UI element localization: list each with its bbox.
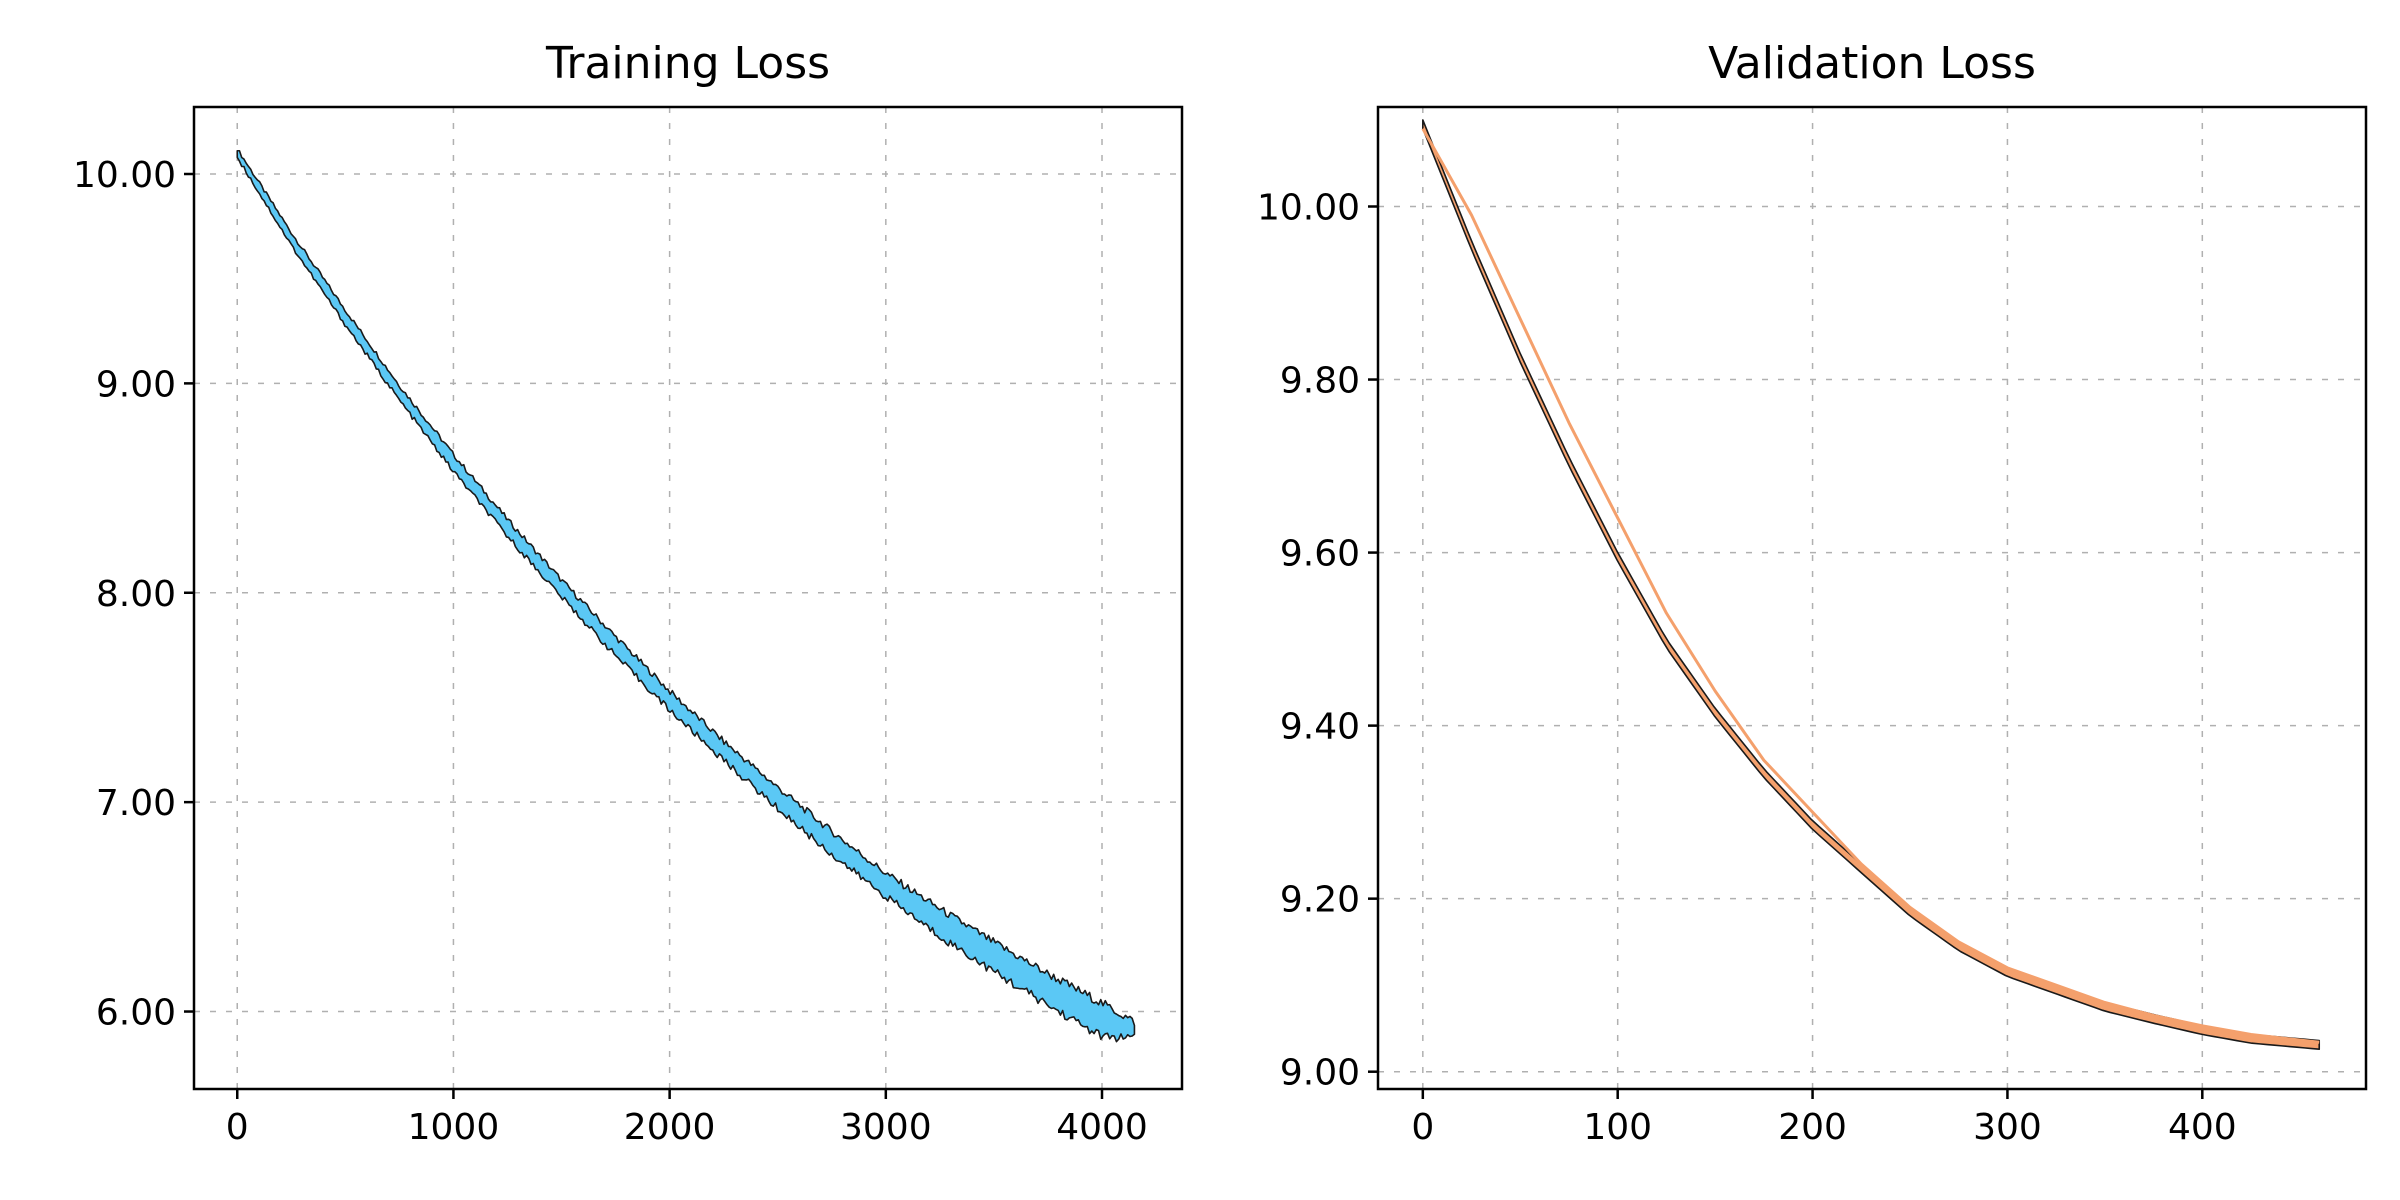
x-tick-label: 1000 bbox=[408, 1107, 500, 1148]
y-tick-label: 7.00 bbox=[96, 783, 176, 824]
grid-layer bbox=[194, 107, 1182, 1089]
plot-layer bbox=[236, 149, 1136, 1043]
y-tick-label: 9.40 bbox=[1280, 707, 1360, 748]
panel-title: Validation Loss bbox=[1708, 38, 2036, 89]
y-tick-label: 10.00 bbox=[73, 155, 176, 196]
y-tick-label: 9.00 bbox=[1280, 1053, 1360, 1094]
y-tick-label: 9.80 bbox=[1280, 361, 1360, 402]
x-tick-label: 4000 bbox=[1056, 1107, 1148, 1148]
grid-layer bbox=[1378, 107, 2366, 1089]
training-loss-panel: Training Loss 0 1000 2000 3000 4000 6.00 7.00 8… bbox=[73, 38, 1184, 1148]
panel-title: Training Loss bbox=[545, 38, 830, 89]
loss-line bbox=[1421, 127, 2320, 1044]
x-tick-label: 200 bbox=[1778, 1107, 1847, 1148]
loss-band bbox=[1422, 119, 2321, 1050]
x-tick-label: 400 bbox=[2168, 1107, 2237, 1148]
plot-layer bbox=[1421, 119, 2321, 1050]
axes-frame bbox=[1376, 105, 2368, 1091]
axes-frame bbox=[192, 105, 1184, 1091]
x-tick-label: 0 bbox=[226, 1107, 249, 1148]
x-tick-label: 0 bbox=[1411, 1107, 1434, 1148]
y-tick-label: 6.00 bbox=[96, 993, 176, 1034]
x-tick-label: 2000 bbox=[624, 1107, 716, 1148]
x-tick-label: 300 bbox=[1973, 1107, 2042, 1148]
y-tick-label: 8.00 bbox=[96, 574, 176, 615]
y-tick-label: 9.60 bbox=[1280, 534, 1360, 575]
x-tick-label: 3000 bbox=[840, 1107, 932, 1148]
y-tick-label: 10.00 bbox=[1257, 187, 1360, 228]
loss-band bbox=[236, 149, 1136, 1043]
y-tick-label: 9.20 bbox=[1280, 880, 1360, 921]
y-tick-label: 9.00 bbox=[96, 364, 176, 405]
tick-layer: 0 1000 2000 3000 4000 6.00 7.00 8.00 9.00 10.00 bbox=[73, 155, 1148, 1148]
tick-layer: 0 100 200 300 400 9.00 9.20 9.40 9.60 9.80 10.00 bbox=[1257, 187, 2237, 1148]
x-tick-label: 100 bbox=[1583, 1107, 1652, 1148]
validation-loss-panel: Validation Loss 0 100 200 300 400 9.00 9.20 9.4… bbox=[1257, 38, 2368, 1148]
